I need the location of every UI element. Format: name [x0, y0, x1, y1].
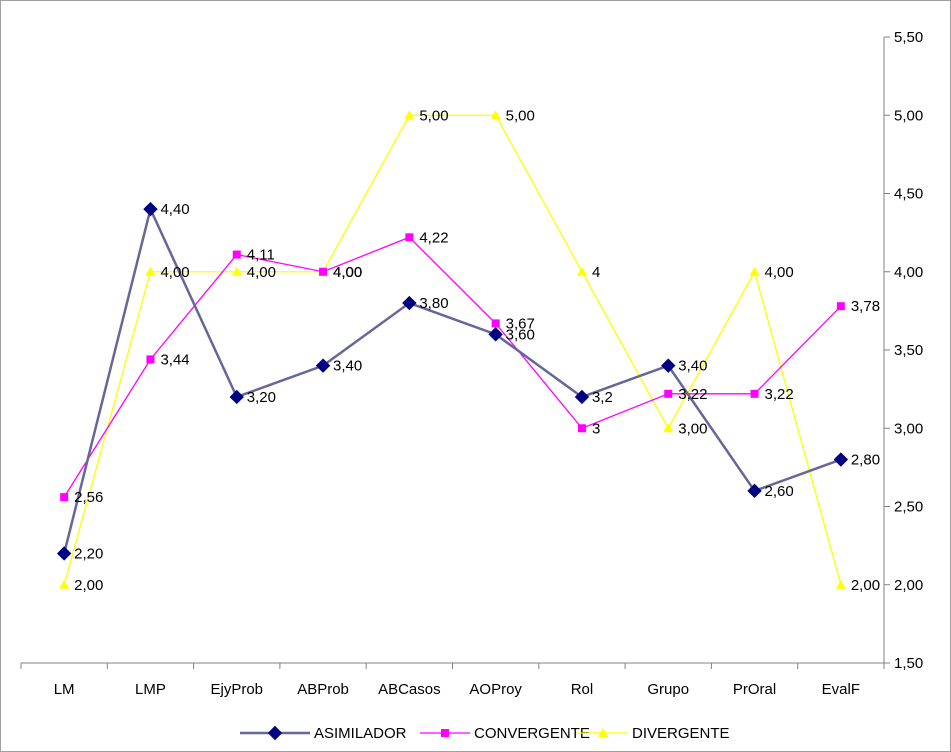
data-point: [319, 267, 328, 276]
y-tick-label: 4,00: [894, 264, 923, 281]
data-point: [577, 424, 586, 433]
legend-label: DIVERGENTE: [632, 725, 730, 742]
data-point: [663, 423, 674, 433]
legend-marker: [598, 728, 608, 737]
data-label: 4,00: [247, 264, 276, 281]
data-point: [488, 327, 503, 342]
y-tick-label: 2,00: [894, 577, 923, 594]
series-divergente: [59, 110, 846, 589]
data-label: 2,80: [851, 452, 880, 469]
data-label: 3,44: [160, 351, 189, 368]
data-label: 3,2: [592, 389, 613, 406]
data-point: [835, 579, 846, 589]
y-tick-label: 3,00: [894, 420, 923, 437]
data-label: 5,00: [506, 107, 535, 124]
data-point: [229, 389, 244, 405]
data-label: 3,78: [851, 298, 880, 315]
data-point: [405, 233, 414, 242]
legend-item-asimilador: ASIMILADOR: [240, 725, 407, 742]
data-label: 2,20: [74, 545, 103, 562]
y-tick-label: 4,50: [894, 186, 923, 203]
data-point: [750, 389, 759, 398]
legend-marker: [267, 725, 283, 741]
axes: LM LMP EjyProb ABProb ABCasos AOProy Rol Grupo P…: [20, 29, 923, 698]
x-tick-label: LM: [54, 681, 75, 698]
data-point: [491, 319, 500, 328]
data-label: 4,00: [160, 264, 189, 281]
data-label: 2,60: [765, 483, 794, 500]
data-label: 2,00: [851, 577, 880, 594]
data-label: 3,22: [678, 386, 707, 403]
data-point: [490, 110, 501, 120]
y-tick-label: 5,50: [894, 29, 923, 46]
data-point: [749, 266, 760, 276]
data-label: 5,00: [419, 107, 448, 124]
data-point: [404, 110, 415, 120]
data-label: 4: [592, 264, 600, 281]
data-label: 4,00: [765, 264, 794, 281]
series-convergente: [60, 233, 845, 502]
data-point: [574, 389, 590, 405]
data-point: [833, 452, 849, 467]
data-label: 3,60: [506, 326, 535, 343]
data-point: [232, 250, 241, 259]
x-tick-label: ABCasos: [378, 681, 441, 698]
data-label: 3,80: [419, 295, 448, 312]
data-label: 4,40: [160, 201, 189, 218]
data-label: 4,00: [333, 264, 362, 281]
data-point: [60, 493, 69, 502]
data-label: 3,00: [678, 420, 707, 437]
series-line: [62, 205, 842, 554]
data-label: 4,00: [333, 264, 362, 281]
legend-label: CONVERGENTE: [474, 725, 590, 742]
x-tick-label: PrOral: [733, 681, 776, 698]
data-label: 3,40: [333, 358, 362, 375]
legend-marker: [441, 729, 449, 737]
data-point: [143, 201, 158, 217]
data-point: [661, 358, 676, 373]
x-tick-label: EjyProb: [210, 681, 263, 698]
data-label: 3: [592, 420, 600, 437]
data-label: 4,11: [247, 247, 275, 264]
legend-label: ASIMILADOR: [314, 725, 407, 742]
legend-item-convergente: CONVERGENTE: [420, 725, 590, 742]
series-asimilador: [56, 201, 849, 561]
series-layer: [56, 110, 849, 589]
data-label: 3,20: [247, 389, 276, 406]
data-point: [59, 579, 70, 589]
x-tick-label: AOProy: [469, 681, 522, 698]
data-label: 2,56: [74, 489, 103, 506]
data-point: [576, 266, 587, 276]
data-point: [664, 389, 673, 398]
x-tick-label: Grupo: [647, 681, 689, 698]
data-point: [747, 483, 762, 499]
data-point: [402, 295, 417, 311]
data-point: [146, 355, 155, 364]
y-tick-label: 1,50: [894, 655, 923, 672]
data-point: [836, 302, 845, 311]
y-tick-label: 2,50: [894, 499, 923, 516]
series-line: [63, 236, 842, 498]
legend-item-divergente: DIVERGENTE: [578, 725, 730, 742]
series-line: [63, 114, 842, 585]
data-point: [145, 266, 156, 276]
data-point: [231, 266, 242, 276]
data-labels: 2,00 4,00 4,00 4,00 5,00 5,00 4 3,00 4,00 2,00 2,5…: [74, 107, 880, 594]
data-point: [315, 358, 331, 373]
x-tick-label: Rol: [571, 681, 594, 698]
data-label: 3,67: [506, 315, 535, 332]
data-label: 4,22: [419, 229, 448, 246]
y-tick-label: 5,00: [894, 107, 923, 124]
data-label: 3,40: [678, 358, 707, 375]
y-tick-label: 3,50: [894, 342, 923, 359]
data-label: 2,00: [74, 577, 103, 594]
data-point: [56, 546, 72, 561]
legend: ASIMILADOR CONVERGENTE DIVERGENTE: [240, 725, 730, 742]
data-label: 3,22: [765, 386, 794, 403]
x-tick-label: LMP: [135, 681, 166, 698]
x-tick-label: EvalF: [822, 681, 860, 698]
x-tick-label: ABProb: [297, 681, 349, 698]
